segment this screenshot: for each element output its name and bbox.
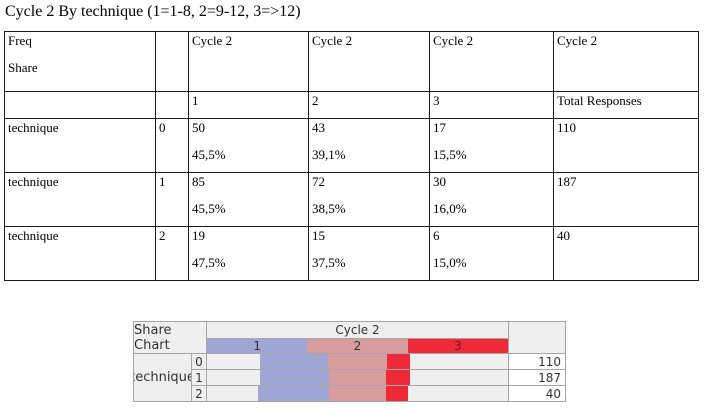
legend-band-1: 1 — [207, 339, 308, 353]
row-code: 0 — [155, 118, 189, 173]
data-cell: 43 39,1% — [308, 118, 430, 173]
chart-bar-row-2 — [207, 386, 508, 401]
cell-share: 45,5% — [192, 147, 226, 162]
row-label: technique — [4, 118, 156, 173]
row-code: 1 — [155, 172, 189, 227]
row-total: 187 — [553, 172, 699, 227]
row-total: 40 — [553, 226, 699, 281]
legend-band-2-label: 2 — [353, 339, 362, 353]
cell-share: 16,0% — [433, 201, 467, 216]
group-header-cell-2: Cycle 2 — [308, 31, 430, 92]
empty-subheader-cell — [4, 91, 156, 119]
chart-bar-row-1 — [207, 370, 508, 385]
cell-share: 37,5% — [312, 255, 346, 270]
cell-count: 6 — [433, 228, 440, 243]
data-cell: 17 15,5% — [429, 118, 554, 173]
subheader-total: Total Responses — [553, 91, 699, 119]
legend-band-3-label: 3 — [454, 339, 462, 353]
group-header-cell-1: Cycle 2 — [188, 31, 309, 92]
bar-segment-cat2 — [328, 354, 387, 369]
cell-count: 17 — [433, 120, 446, 135]
table-row: technique 0 50 45,5% 43 39,1% 17 15,5% 1… — [4, 118, 699, 173]
bar-segment-cat2 — [328, 370, 387, 385]
cell-count: 85 — [192, 174, 205, 189]
empty-subheader-cell — [155, 91, 189, 119]
data-cell: 85 45,5% — [188, 172, 309, 227]
chart-row-label-1: 1 — [192, 370, 206, 385]
cell-share: 39,1% — [312, 147, 346, 162]
legend-band-1-label: 1 — [253, 339, 261, 353]
data-cell: 6 15,0% — [429, 226, 554, 281]
chart-group-header: Cycle 2 — [207, 322, 508, 338]
cell-count: 43 — [312, 120, 325, 135]
share-chart-title: Share Chart — [134, 322, 206, 353]
data-cell: 19 47,5% — [188, 226, 309, 281]
cell-share: 15,5% — [433, 147, 467, 162]
bar-segment-cat2 — [329, 386, 386, 401]
cell-count: 72 — [312, 174, 325, 189]
row-label: technique — [4, 172, 156, 227]
subheader-cat-3: 3 — [429, 91, 554, 119]
table-row: technique 1 85 45,5% 72 38,5% 30 16,0% 1… — [4, 172, 699, 227]
chart-legend-bands: 1 2 3 — [207, 339, 508, 353]
group-header-cell-total: Cycle 2 — [553, 31, 699, 92]
subheader-cat-2: 2 — [308, 91, 430, 119]
legend-band-2: 2 — [307, 339, 408, 353]
chart-bar-row-0 — [207, 354, 508, 369]
table-header-row-2: 1 2 3 Total Responses — [4, 91, 699, 119]
group-header-cell-3: Cycle 2 — [429, 31, 554, 92]
chart-header-spacer — [509, 322, 565, 353]
share-label: Share — [8, 60, 38, 75]
chart-total-1: 187 — [509, 370, 565, 385]
bar-segment-cat1 — [260, 370, 329, 385]
bar-segment-cat3 — [386, 370, 411, 385]
corner-cell: Freq Share — [4, 31, 156, 92]
freq-label: Freq — [8, 33, 32, 48]
data-cell: 72 38,5% — [308, 172, 430, 227]
chart-total-2: 40 — [509, 386, 565, 401]
chart-row-label-2: 2 — [192, 386, 206, 401]
empty-header-cell — [155, 31, 189, 92]
chart-row-group-label: technique — [134, 354, 191, 401]
chart-row-label-0: 0 — [192, 354, 206, 369]
bar-segment-cat3 — [386, 354, 411, 369]
cell-share: 15,0% — [433, 255, 467, 270]
data-cell: 15 37,5% — [308, 226, 430, 281]
row-total: 110 — [553, 118, 699, 173]
cell-count: 50 — [192, 120, 205, 135]
chart-total-0: 110 — [509, 354, 565, 369]
data-cell: 30 16,0% — [429, 172, 554, 227]
table-header-row-1: Freq Share Cycle 2 Cycle 2 Cycle 2 Cycle… — [4, 31, 699, 92]
data-cell: 50 45,5% — [188, 118, 309, 173]
cell-share: 47,5% — [192, 255, 226, 270]
cell-count: 30 — [433, 174, 446, 189]
frequency-table: Freq Share Cycle 2 Cycle 2 Cycle 2 Cycle… — [4, 31, 699, 281]
table-row: technique 2 19 47,5% 15 37,5% 6 15,0% 40 — [4, 226, 699, 281]
cell-share: 45,5% — [192, 201, 226, 216]
row-label: technique — [4, 226, 156, 281]
bar-segment-cat1 — [259, 354, 329, 369]
bar-segment-cat1 — [258, 386, 330, 401]
legend-band-3: 3 — [407, 339, 508, 353]
document-title: Cycle 2 By technique (1=1-8, 2=9-12, 3=>… — [5, 3, 301, 20]
bar-segment-cat3 — [385, 386, 409, 401]
row-code: 2 — [155, 226, 189, 281]
share-chart: Share Chart Cycle 2 1 2 3 technique 0 1 … — [133, 321, 566, 402]
subheader-cat-1: 1 — [188, 91, 309, 119]
cell-share: 38,5% — [312, 201, 346, 216]
cell-count: 19 — [192, 228, 205, 243]
cell-count: 15 — [312, 228, 325, 243]
